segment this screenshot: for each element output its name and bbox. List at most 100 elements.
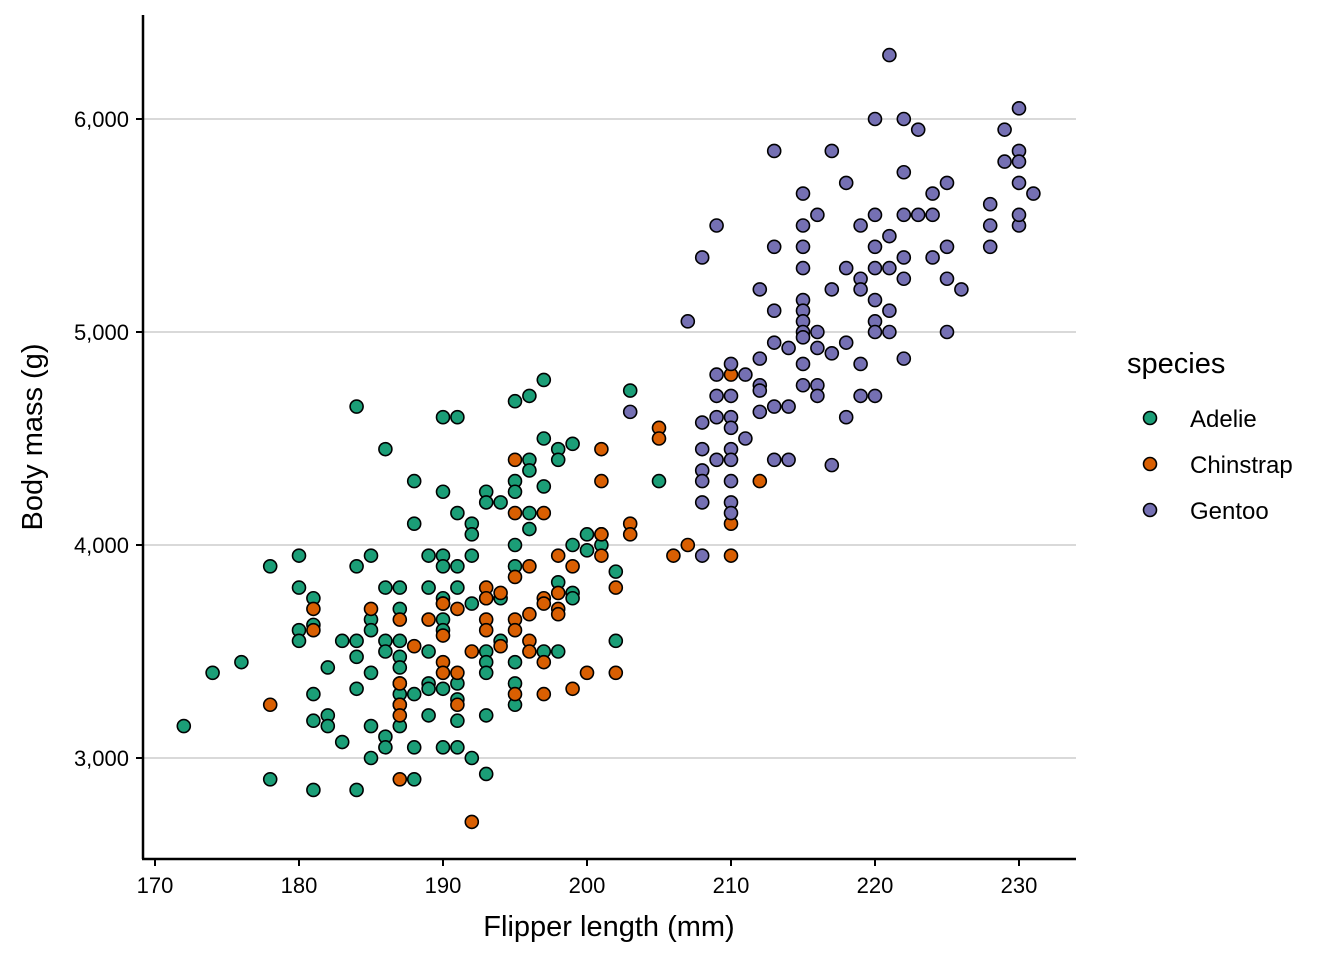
x-tick-label: 230 [1001,873,1038,898]
data-point-gentoo [1011,101,1027,116]
x-tick-label: 180 [281,873,318,898]
x-tick-label: 190 [425,873,462,898]
data-point-gentoo [867,239,883,255]
legend-key [1142,502,1158,518]
data-point-adelie [536,479,552,494]
data-point-adelie [406,771,422,787]
data-point-gentoo [795,377,811,393]
x-tick-label: 220 [857,873,894,898]
data-point-chinstrap [666,548,681,563]
data-point-chinstrap [550,585,566,601]
data-point-adelie [579,527,595,542]
data-point-adelie [421,548,436,563]
data-point-adelie [450,740,465,755]
data-point-gentoo [723,452,739,468]
data-point-chinstrap [550,548,566,563]
data-point-gentoo [982,218,998,233]
data-point-chinstrap [550,606,566,622]
data-point-adelie [306,713,321,729]
data-point-gentoo [939,239,955,255]
data-point-chinstrap [522,606,537,622]
data-point-gentoo [752,282,768,297]
data-point-adelie [378,441,393,457]
data-point-gentoo [882,47,897,63]
data-point-chinstrap [594,548,609,563]
data-point-adelie [550,452,566,468]
data-point-chinstrap [450,665,465,681]
data-point-gentoo [781,399,796,414]
data-point-adelie [522,463,537,478]
data-point-gentoo [738,367,753,382]
data-point-chinstrap [579,665,595,681]
data-point-adelie [450,505,465,521]
data-point-chinstrap [522,558,537,574]
data-point-adelie [378,580,393,595]
data-point-gentoo [896,164,912,180]
y-axis-label: Body mass (g) [17,344,49,531]
data-point-chinstrap [565,558,580,574]
data-point-gentoo [867,388,883,404]
data-point-gentoo [694,441,710,457]
data-point-chinstrap [723,548,739,563]
data-point-gentoo [910,122,926,137]
data-point-adelie [478,495,494,510]
legend-key [1142,410,1158,426]
data-point-adelie [406,473,422,489]
data-point-chinstrap [608,580,624,595]
data-point-chinstrap [392,612,408,627]
data-point-gentoo [939,271,955,287]
data-point-gentoo [723,505,739,521]
data-point-gentoo [853,388,868,404]
data-point-gentoo [709,367,724,382]
data-point-gentoo [795,218,811,233]
data-point-chinstrap [450,601,465,617]
data-point-adelie [421,681,436,697]
data-point-chinstrap [536,654,552,670]
data-point-gentoo [766,303,782,319]
data-point-gentoo [882,260,897,276]
x-tick-label: 200 [569,873,606,898]
data-point-chinstrap [507,452,523,468]
data-point-gentoo [1011,175,1027,191]
data-point-adelie [349,633,364,649]
y-tick-label: 3,000 [74,746,129,771]
data-point-gentoo [838,175,854,191]
data-point-gentoo [766,239,782,255]
data-point-adelie [435,558,451,574]
data-point-chinstrap [752,473,768,489]
data-point-gentoo [795,239,811,255]
data-point-adelie [334,734,350,750]
data-point-gentoo [896,351,912,366]
series-adelie [176,372,667,798]
data-point-chinstrap [594,473,609,489]
data-point-adelie [363,548,379,563]
data-point-adelie [565,590,580,606]
data-point-adelie [522,388,537,404]
data-point-chinstrap [478,622,494,638]
data-point-adelie [536,431,552,446]
data-point-gentoo [867,111,883,127]
data-point-adelie [406,686,422,702]
data-point-gentoo [867,207,883,223]
data-point-gentoo [694,415,710,430]
data-point-chinstrap [507,686,523,702]
data-point-gentoo [694,548,710,563]
data-point-gentoo [694,250,710,265]
data-point-gentoo [1026,186,1041,201]
legend-label: Chinstrap [1190,452,1293,479]
data-point-chinstrap [435,665,451,681]
data-point-gentoo [795,356,811,372]
data-point-chinstrap [565,681,580,697]
data-point-chinstrap [363,601,379,617]
data-point-adelie [306,686,321,702]
data-point-gentoo [810,207,825,223]
data-point-adelie [363,750,379,766]
data-point-gentoo [939,175,955,191]
data-point-gentoo [709,388,724,404]
data-point-adelie [450,409,465,425]
data-point-adelie [507,484,523,500]
data-point-adelie [406,516,422,532]
data-point-gentoo [882,303,897,319]
data-point-chinstrap [622,527,638,542]
